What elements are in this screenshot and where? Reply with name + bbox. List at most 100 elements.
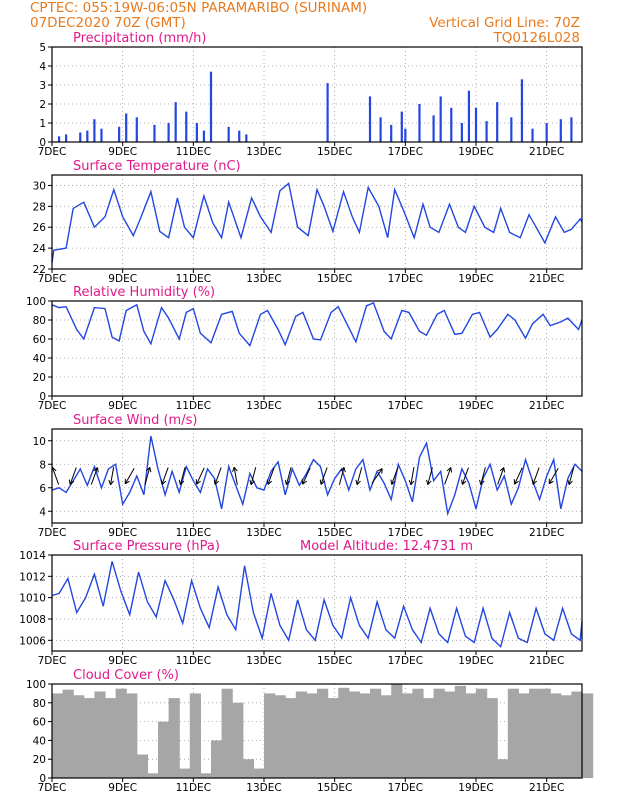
wind-arrow-head <box>124 480 130 485</box>
y-tick-label: 60 <box>33 334 46 346</box>
x-tick-label: 19DEC <box>458 273 493 285</box>
bar <box>559 119 562 142</box>
wind-arrow <box>124 467 135 485</box>
wind-arrow <box>371 468 383 484</box>
y-tick-label: 1008 <box>19 614 46 626</box>
wind-arrow-head <box>286 480 291 486</box>
x-tick-label: 7DEC <box>38 400 67 412</box>
x-tick-label: 17DEC <box>388 273 423 285</box>
bar <box>295 691 307 778</box>
wind-arrow-head <box>52 467 57 472</box>
panel-5 <box>48 554 583 655</box>
wind-arrow-head <box>213 479 216 485</box>
bar <box>195 123 198 142</box>
wind-arrow <box>338 467 345 485</box>
x-tick-label: 9DEC <box>108 527 137 539</box>
x-tick-label: 19DEC <box>458 782 493 794</box>
bar <box>338 687 350 778</box>
grid-line-header: Vertical Grid Line: 70Z <box>429 15 580 31</box>
bar <box>433 688 445 778</box>
model-id-header: TQ0126L028 <box>493 30 580 46</box>
bar <box>485 121 488 142</box>
x-tick-label: 17DEC <box>388 655 423 667</box>
wind-arrow-head <box>160 479 163 485</box>
wind-arrow-head <box>514 480 519 485</box>
x-tick-label: 11DEC <box>176 527 211 539</box>
x-tick-label: 7DEC <box>38 527 67 539</box>
bar <box>317 688 329 778</box>
bar <box>327 698 339 778</box>
bar <box>94 691 106 778</box>
wind-arrow-head <box>69 480 75 485</box>
x-tick-label: 17DEC <box>388 527 423 539</box>
wind-arrow <box>461 467 469 485</box>
x-tick-label: 11DEC <box>176 146 211 158</box>
wind-arrow-head <box>479 479 482 485</box>
x-tick-label: 9DEC <box>108 655 137 667</box>
x-tick-label: 21DEC <box>529 527 564 539</box>
wind-arrow-head <box>381 468 383 474</box>
panel-1 <box>48 46 583 146</box>
y-tick-label: 60 <box>33 717 46 729</box>
wind-arrow <box>161 467 169 485</box>
series-line <box>51 435 583 517</box>
panel-frame <box>51 46 583 143</box>
bar <box>404 128 407 142</box>
bar <box>531 128 534 142</box>
wind-arrow <box>444 467 452 485</box>
y-tick-label: 4 <box>39 61 46 73</box>
wind-arrow <box>196 467 205 485</box>
bar <box>125 113 128 142</box>
bar <box>539 688 551 778</box>
wind-arrow <box>179 467 186 485</box>
y-tick-label: 0 <box>39 773 46 785</box>
x-tick-label: 21DEC <box>529 400 564 412</box>
bar <box>158 721 170 778</box>
bar <box>211 740 223 778</box>
wind-arrow-head <box>68 479 71 485</box>
bar <box>454 685 466 778</box>
y-tick-label: 1006 <box>19 635 46 647</box>
y-tick-label: 40 <box>33 735 46 747</box>
x-tick-label: 13DEC <box>246 527 281 539</box>
bar <box>370 688 382 778</box>
station-header: CPTEC: 055:19W-06:05N PARAMARIBO (SURINA… <box>30 0 368 16</box>
wind-arrow-head <box>340 466 345 472</box>
wind-arrow-head <box>499 467 505 472</box>
run-date-header: 07DEC2020 70Z (GMT) <box>30 15 186 31</box>
wind-arrow-head <box>427 480 432 486</box>
x-tick-label: 11DEC <box>176 655 211 667</box>
y-tick-label: 1010 <box>19 593 46 605</box>
panel-title: Surface Temperature (nC) <box>73 159 241 174</box>
wind-arrow-head <box>426 479 429 485</box>
wind-arrow <box>410 467 415 485</box>
y-tick-label: 1012 <box>19 571 46 583</box>
x-tick-label: 15DEC <box>317 146 352 158</box>
bar <box>227 126 230 142</box>
x-tick-label: 17DEC <box>388 146 423 158</box>
bar <box>135 117 138 142</box>
panel-title: Surface Pressure (hPa) <box>73 539 220 554</box>
wind-arrow <box>233 467 238 485</box>
bar <box>359 693 371 778</box>
x-tick-label: 13DEC <box>246 273 281 285</box>
wind-arrow-head <box>408 479 412 486</box>
x-tick-label: 21DEC <box>529 146 564 158</box>
bar <box>326 83 329 142</box>
y-tick-label: 100 <box>26 296 46 308</box>
y-tick-label: 30 <box>33 180 46 192</box>
bar <box>474 107 478 142</box>
wind-arrow <box>532 467 540 485</box>
x-tick-label: 7DEC <box>38 146 67 158</box>
wind-arrow-head <box>178 479 181 485</box>
x-tick-label: 21DEC <box>529 655 564 667</box>
bar <box>423 698 435 778</box>
x-tick-label: 7DEC <box>38 782 67 794</box>
bar <box>105 698 117 778</box>
x-tick-label: 9DEC <box>108 273 137 285</box>
x-tick-label: 19DEC <box>458 146 493 158</box>
bar <box>168 698 180 778</box>
x-tick-label: 15DEC <box>317 273 352 285</box>
series-line <box>51 182 583 263</box>
